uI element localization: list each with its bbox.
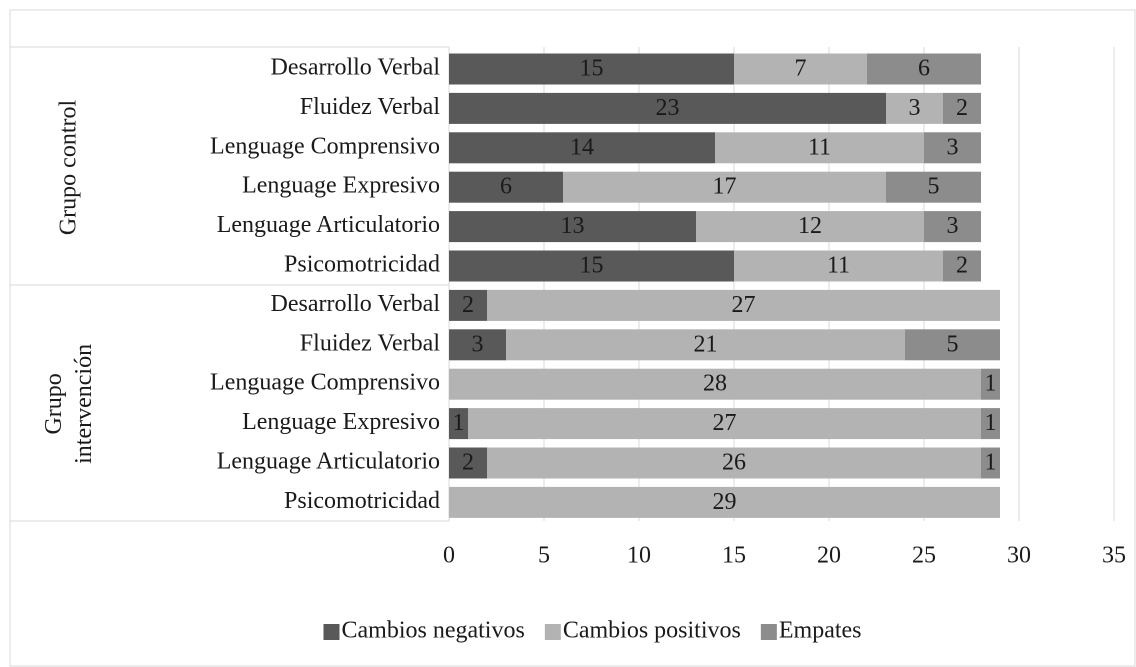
bar-segment [981, 368, 1000, 400]
data-label: 7 [795, 56, 807, 82]
legend-label: Empates [779, 618, 862, 644]
data-label: 2 [956, 95, 968, 121]
bar-segment [924, 211, 981, 243]
legend: Cambios negativos Cambios positivos Empate… [323, 618, 862, 644]
data-label: 29 [713, 489, 737, 515]
data-label: 6 [500, 174, 512, 200]
data-label: 27 [732, 292, 756, 318]
y-tick-label: Fluidez Verbal [300, 94, 441, 120]
data-label: 17 [713, 174, 737, 200]
bar-segment [943, 250, 981, 282]
bar-segment [734, 250, 943, 282]
x-tick-label: 30 [1007, 543, 1031, 569]
y-tick-label: Fluidez Verbal [300, 330, 441, 356]
data-label: 13 [561, 213, 585, 239]
bar-segment [924, 132, 981, 164]
group-label: Grupo intervención [41, 344, 97, 464]
x-tick-label: 25 [912, 543, 936, 569]
data-label: 6 [918, 56, 930, 82]
data-label: 1 [985, 371, 997, 397]
grid [448, 47, 1115, 521]
bar-segment [468, 408, 981, 440]
data-label: 21 [694, 331, 718, 357]
bar-segment [449, 250, 734, 282]
data-label: 5 [947, 331, 959, 357]
x-tick-label: 15 [722, 543, 746, 569]
bar-segment [449, 132, 715, 164]
bar-segment [981, 447, 1000, 479]
data-label: 3 [472, 331, 484, 357]
x-tick-label: 10 [627, 543, 651, 569]
y-tick-label: Lenguage Comprensivo [210, 133, 440, 159]
y-tick-label: Lenguage Articulatorio [217, 212, 440, 238]
bar-segment [734, 53, 867, 85]
bar-segment [487, 289, 1000, 321]
data-label: 3 [947, 213, 959, 239]
bar-segment [449, 486, 1000, 518]
data-label: 1 [985, 450, 997, 476]
group-label: Grupo control [56, 100, 82, 236]
data-label: 14 [570, 134, 594, 160]
data-label: 1 [453, 410, 465, 436]
legend-label: Cambios positivos [563, 618, 741, 644]
bar-segment [449, 53, 734, 85]
bar-segment [449, 408, 468, 440]
bar-segment [449, 211, 696, 243]
bar-segment [943, 92, 981, 124]
data-label: 2 [956, 253, 968, 279]
data-label: 12 [798, 213, 822, 239]
data-label: 2 [462, 450, 474, 476]
bar-segment [487, 447, 981, 479]
bar-segment [905, 329, 1000, 361]
x-tick-label: 20 [817, 543, 841, 569]
data-label: 11 [827, 253, 850, 279]
data-label: 5 [928, 174, 940, 200]
x-tick-label: 5 [538, 543, 550, 569]
bar-segment [449, 171, 563, 203]
bar-segment [506, 329, 905, 361]
bar-segment [981, 408, 1000, 440]
legend-label: Cambios negativos [342, 618, 525, 644]
bar-segment [867, 53, 981, 85]
bar-segment [696, 211, 924, 243]
x-tick-label: 0 [443, 543, 455, 569]
bar-segment [715, 132, 924, 164]
data-label: 27 [713, 410, 737, 436]
data-label: 23 [656, 95, 680, 121]
y-tick-label: Desarrollo Verbal [271, 55, 441, 81]
data-label: 15 [580, 56, 604, 82]
bar-segment [449, 329, 506, 361]
data-label: 3 [947, 134, 959, 160]
x-tick-label: 35 [1102, 543, 1126, 569]
bar-segment [886, 171, 981, 203]
bar-segment [449, 92, 886, 124]
data-label: 28 [703, 371, 727, 397]
y-tick-label: Desarrollo Verbal [271, 291, 441, 317]
bar-segment [563, 171, 886, 203]
y-tick-label: Psicomotricidad [284, 488, 440, 514]
data-label: 11 [808, 134, 831, 160]
data-label: 15 [580, 253, 604, 279]
y-tick-label: Lenguage Expresivo [242, 409, 440, 435]
y-tick-label: Psicomotricidad [284, 252, 440, 278]
legend-swatch [544, 624, 561, 640]
bar-segment [449, 289, 487, 321]
category-box [9, 46, 449, 522]
legend-swatch [323, 624, 340, 640]
y-tick-label: Lenguage Expresivo [242, 173, 440, 199]
y-tick-label: Lenguage Articulatorio [217, 449, 440, 475]
data-label: 26 [722, 450, 746, 476]
bar-segment [449, 368, 981, 400]
data-label: 1 [985, 410, 997, 436]
data-label: 3 [909, 95, 921, 121]
legend-swatch [760, 624, 777, 640]
y-tick-label: Lenguage Comprensivo [210, 370, 440, 396]
bar-segment [449, 447, 487, 479]
bar-segment [886, 92, 943, 124]
data-label: 2 [462, 292, 474, 318]
